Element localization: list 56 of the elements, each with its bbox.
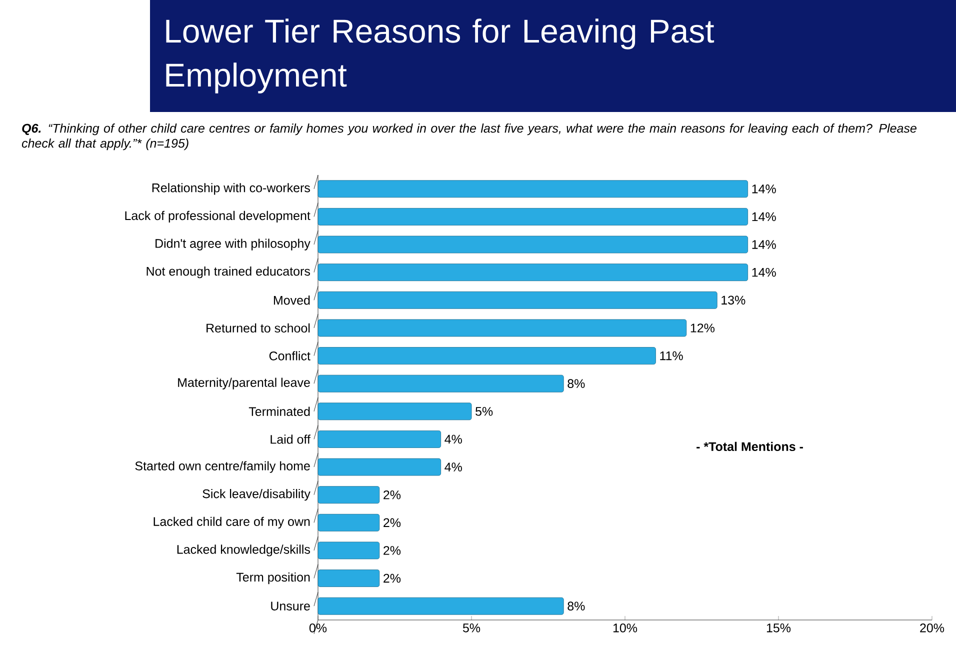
data-label: 14% xyxy=(752,184,776,194)
y-tick-label: Lacked child care of my own xyxy=(154,516,310,528)
data-label: 14% xyxy=(752,212,776,222)
bar xyxy=(318,319,687,337)
y-tick-label: Sick leave/disability xyxy=(202,489,310,501)
data-label: 8% xyxy=(568,602,585,611)
y-tick-label: Lack of professional development xyxy=(125,210,310,223)
y-tick-label: Started own centre/family home xyxy=(135,461,310,473)
y-tick-label: Returned to school xyxy=(206,323,310,333)
data-label: 5% xyxy=(476,407,493,416)
bar xyxy=(318,486,380,504)
y-tick-label: Relationship with co-workers xyxy=(152,183,310,195)
data-label: 2% xyxy=(384,574,401,583)
y-tick-label: Conflict xyxy=(269,351,310,360)
bar xyxy=(318,236,748,254)
bar xyxy=(318,402,472,420)
data-label: 8% xyxy=(568,379,585,388)
chart-subtitle: Q6. “Thinking of other child care centres or family homes you worked in over the last five years, what were the main reasons for leaving each of them? Please check all that apply.”* (n=195) xyxy=(22,124,916,150)
bar xyxy=(318,347,656,364)
y-tick-label: Not enough trained educators xyxy=(146,266,310,278)
data-label: 14% xyxy=(752,268,776,277)
y-tick-label: Moved xyxy=(274,296,310,305)
annotation: - *Total Mentions - xyxy=(696,442,803,452)
y-tick-label: Laid off xyxy=(270,434,310,444)
bar xyxy=(318,514,380,532)
chart-title: Lower Tier Reasons for Leaving Past Employment xyxy=(166,18,714,94)
data-label: 12% xyxy=(690,324,714,332)
bar xyxy=(318,291,718,309)
x-tick-label: 20% xyxy=(920,624,944,632)
x-tick-label: 10% xyxy=(613,624,638,632)
data-label: 2% xyxy=(384,546,401,555)
data-label: 4% xyxy=(444,434,462,444)
data-label: 2% xyxy=(384,518,401,528)
data-label: 11% xyxy=(660,351,683,360)
y-tick-label: Term position xyxy=(236,572,310,584)
y-tick-label: Didn't agree with philosophy xyxy=(156,238,310,250)
bar xyxy=(318,180,748,198)
x-tick-label: 5% xyxy=(462,624,480,632)
bar xyxy=(318,458,442,476)
y-tick-label: Lacked knowledge/skills xyxy=(177,544,310,556)
bar xyxy=(318,374,564,392)
x-tick-label: 15% xyxy=(766,624,791,632)
bar xyxy=(318,208,748,226)
data-label: 14% xyxy=(752,240,776,249)
bar xyxy=(318,430,442,448)
y-tick-label: Maternity/parental leave xyxy=(178,378,310,390)
bar xyxy=(318,264,748,282)
bar xyxy=(318,570,380,587)
bar xyxy=(318,542,380,560)
bar xyxy=(318,597,564,615)
data-label: 2% xyxy=(384,490,401,500)
y-tick-label: Terminated xyxy=(248,406,310,416)
data-label: 4% xyxy=(444,462,462,472)
x-tick-label: 0% xyxy=(309,624,327,632)
data-label: 13% xyxy=(722,296,746,305)
y-tick-label: Unsure xyxy=(271,602,310,610)
